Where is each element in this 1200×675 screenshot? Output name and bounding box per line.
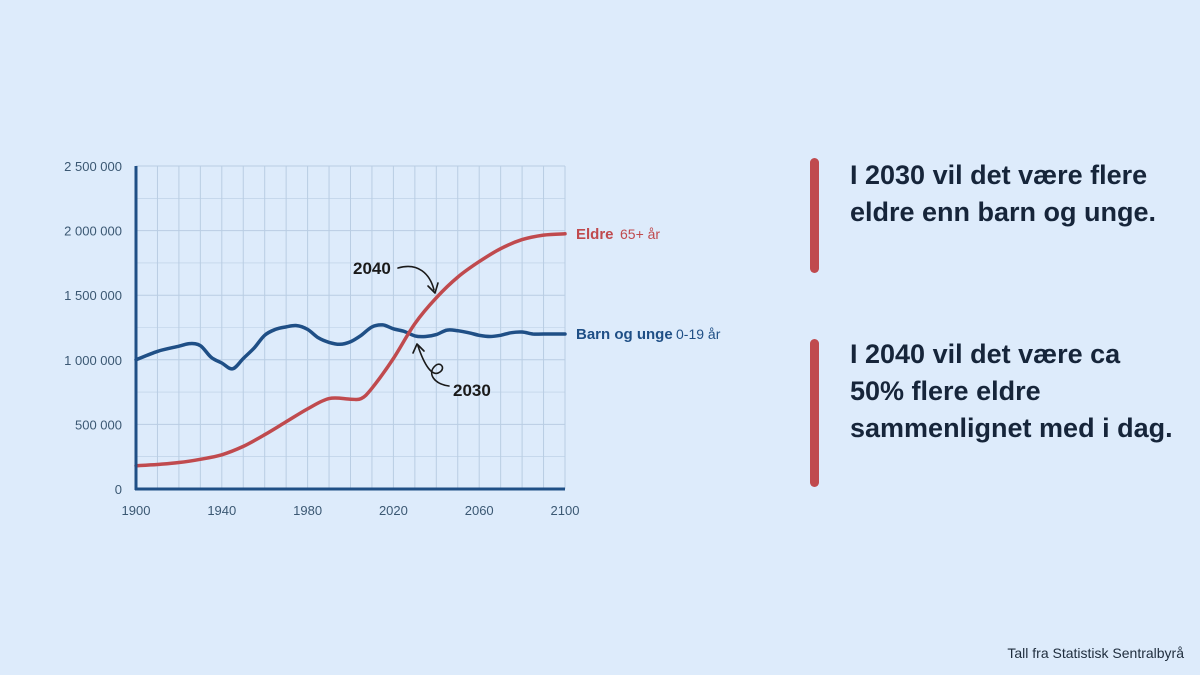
series-sublabel-barn-og-unge: 0-19 år [676, 326, 721, 342]
annotation-arrow-2030 [417, 345, 450, 387]
x-tick-label: 1980 [293, 503, 322, 518]
series-label-barn-og-unge: Barn og unge [576, 326, 673, 343]
callout-text-2030: I 2030 vil det være flere eldre enn barn… [850, 160, 1157, 227]
callout-text-2040: I 2040 vil det være ca 50% flere eldre s… [850, 339, 1173, 443]
callout-accent-bar-2 [810, 339, 819, 487]
x-tick-label: 2060 [465, 503, 494, 518]
y-tick-label: 0 [115, 482, 122, 497]
series-line-eldre [134, 232, 567, 468]
annotation-arrowhead-2040 [427, 282, 439, 294]
series-labels: Eldre 65+ år Barn og unge 0-19 år [576, 226, 721, 343]
annotation-arrow-2040 [397, 265, 435, 291]
y-tick-label: 1 500 000 [64, 288, 122, 303]
x-axis-ticks: 1900 1940 1980 2020 2060 2100 [122, 503, 580, 518]
y-tick-label: 1 000 000 [64, 353, 122, 368]
annotation-2030: 2030 [453, 381, 491, 400]
series-label-eldre: Eldre [576, 226, 614, 243]
y-tick-label: 2 000 000 [64, 224, 122, 239]
chart-grid [135, 165, 566, 490]
callout-accent-bar-1 [810, 158, 819, 273]
chart-lines [134, 232, 567, 468]
y-tick-label: 2 500 000 [64, 159, 122, 174]
y-axis-ticks: 0 500 000 1 000 000 1 500 000 2 000 000 2 500… [64, 159, 122, 497]
annotation-2040: 2040 [353, 259, 391, 278]
x-tick-label: 2100 [551, 503, 580, 518]
y-tick-label: 500 000 [75, 417, 122, 432]
x-tick-label: 1900 [122, 503, 151, 518]
x-tick-label: 1940 [207, 503, 236, 518]
chart-annotations: 2040 2030 [353, 259, 491, 400]
chart-axes [134, 166, 565, 491]
series-sublabel-eldre: 65+ år [620, 226, 660, 242]
series-line-barn-og-unge [134, 323, 567, 371]
source-credit: Tall fra Statistisk Sentralbyrå [1007, 645, 1184, 661]
population-chart: 0 500 000 1 000 000 1 500 000 2 000 000 2 500… [64, 159, 721, 518]
annotation-arrowhead-2030 [412, 343, 425, 354]
x-tick-label: 2020 [379, 503, 408, 518]
